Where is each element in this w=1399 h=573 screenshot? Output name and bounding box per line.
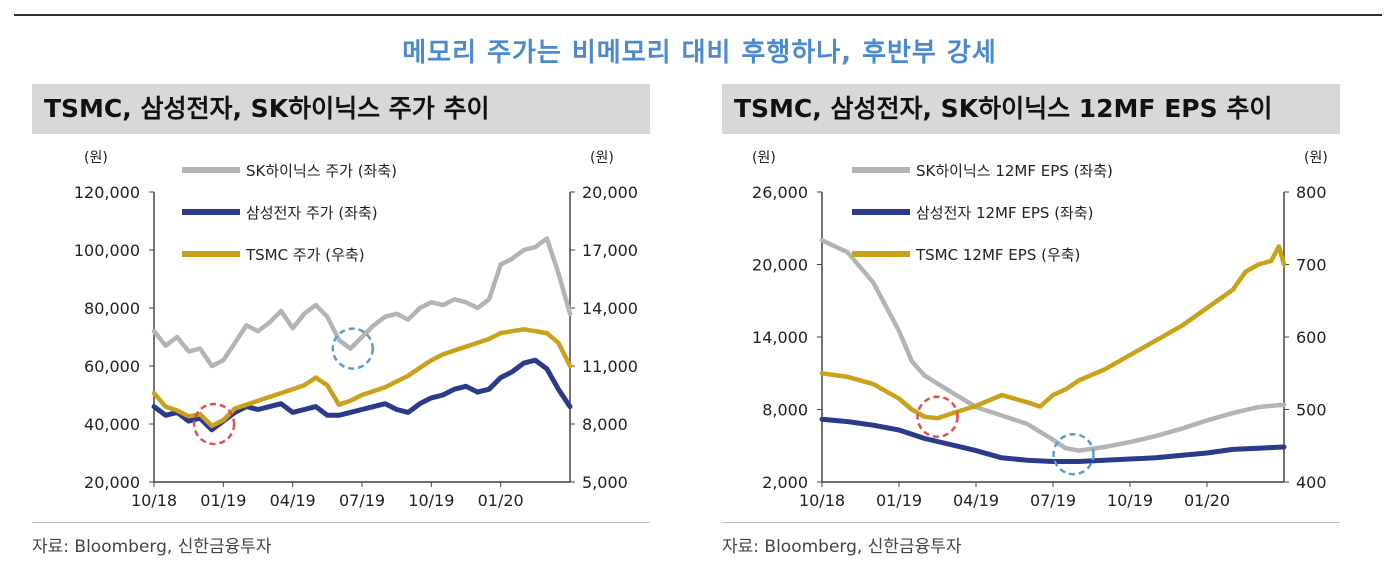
left-tick-label: 26,000 [752, 183, 808, 202]
left-tick-label: 60,000 [84, 357, 140, 376]
series-line-skhynix [151, 236, 573, 369]
source-divider [32, 522, 650, 523]
x-tick-label: 01/19 [876, 491, 922, 510]
left-tick-label: 2,000 [762, 473, 808, 492]
x-tick-label: 07/19 [1030, 491, 1076, 510]
eps-panel: TSMC, 삼성전자, SK하이닉스 12MF EPS 추이 26,000 20,… [722, 84, 1340, 564]
highlight-circle-blue [1052, 432, 1095, 476]
highlight-circle-blue [331, 327, 375, 370]
x-tick-label: 10/18 [131, 491, 177, 510]
right-unit-label: (원) [590, 150, 614, 166]
source-note: 자료: Bloomberg, 신한금융투자 [32, 537, 272, 557]
highlight-circle-red [192, 402, 236, 446]
legend-label: SK하이닉스 주가 (좌축) [246, 162, 397, 180]
chart-title: TSMC, 삼성전자, SK하이닉스 주가 추이 [32, 84, 650, 134]
x-tick-label: 10/19 [408, 491, 454, 510]
x-tick-label: 04/19 [270, 491, 316, 510]
right-tick-label: 400 [1296, 473, 1327, 492]
chart-title: TSMC, 삼성전자, SK하이닉스 12MF EPS 추이 [722, 84, 1340, 134]
legend-label: 삼성전자 주가 (좌축) [246, 204, 378, 222]
right-tick-label: 8,000 [582, 415, 628, 434]
series-line-tsmc [819, 244, 1287, 421]
right-tick-label: 600 [1296, 328, 1327, 347]
left-tick-label: 20,000 [84, 473, 140, 492]
left-unit-label: (원) [752, 150, 776, 166]
left-tick-label: 80,000 [84, 299, 140, 318]
right-tick-label: 17,000 [582, 241, 638, 260]
x-tick-label: 01/19 [200, 491, 246, 510]
left-tick-label: 14,000 [752, 328, 808, 347]
legend-label: SK하이닉스 12MF EPS (좌축) [916, 162, 1113, 180]
source-note: 자료: Bloomberg, 신한금융투자 [722, 537, 962, 557]
highlight-circle-red [916, 395, 959, 438]
x-tick-label: 07/19 [339, 491, 385, 510]
x-tick-label: 01/20 [1184, 491, 1230, 510]
source-divider [722, 522, 1340, 523]
top-rule [14, 14, 1382, 16]
series-line-samsung [819, 416, 1287, 464]
right-tick-label: 14,000 [582, 299, 638, 318]
right-tick-label: 20,000 [582, 183, 638, 202]
eps-chart: 26,000 20,000 14,000 8,000 2,000 800 700 600 500… [752, 150, 1328, 510]
legend-label: 삼성전자 12MF EPS (좌축) [916, 204, 1094, 222]
left-tick-label: 8,000 [762, 401, 808, 420]
left-unit-label: (원) [84, 150, 108, 166]
right-tick-label: 5,000 [582, 473, 628, 492]
legend-label: TSMC 12MF EPS (우축) [915, 246, 1080, 264]
x-tick-label: 10/19 [1107, 491, 1153, 510]
page-headline: 메모리 주가는 비메모리 대비 후행하나, 후반부 강세 [402, 38, 997, 68]
right-tick-label: 700 [1296, 256, 1327, 275]
x-tick-label: 10/18 [799, 491, 845, 510]
left-tick-label: 100,000 [74, 241, 140, 260]
series-line-skhynix [819, 238, 1287, 453]
left-tick-label: 40,000 [84, 415, 140, 434]
right-tick-label: 800 [1296, 183, 1327, 202]
right-tick-label: 500 [1296, 401, 1327, 420]
series-line-tsmc [151, 327, 573, 429]
stock-price-panel: TSMC, 삼성전자, SK하이닉스 주가 추이 120,000 100,000 8… [32, 84, 650, 564]
right-unit-label: (원) [1304, 150, 1328, 166]
stock-price-chart: 120,000 100,000 80,000 60,000 40,000 20,000 20… [74, 150, 638, 510]
legend-label: TSMC 주가 (우축) [245, 246, 365, 264]
left-tick-label: 20,000 [752, 256, 808, 275]
x-tick-label: 01/20 [478, 491, 524, 510]
x-tick-label: 04/19 [953, 491, 999, 510]
left-tick-label: 120,000 [74, 183, 140, 202]
right-tick-label: 11,000 [582, 357, 638, 376]
